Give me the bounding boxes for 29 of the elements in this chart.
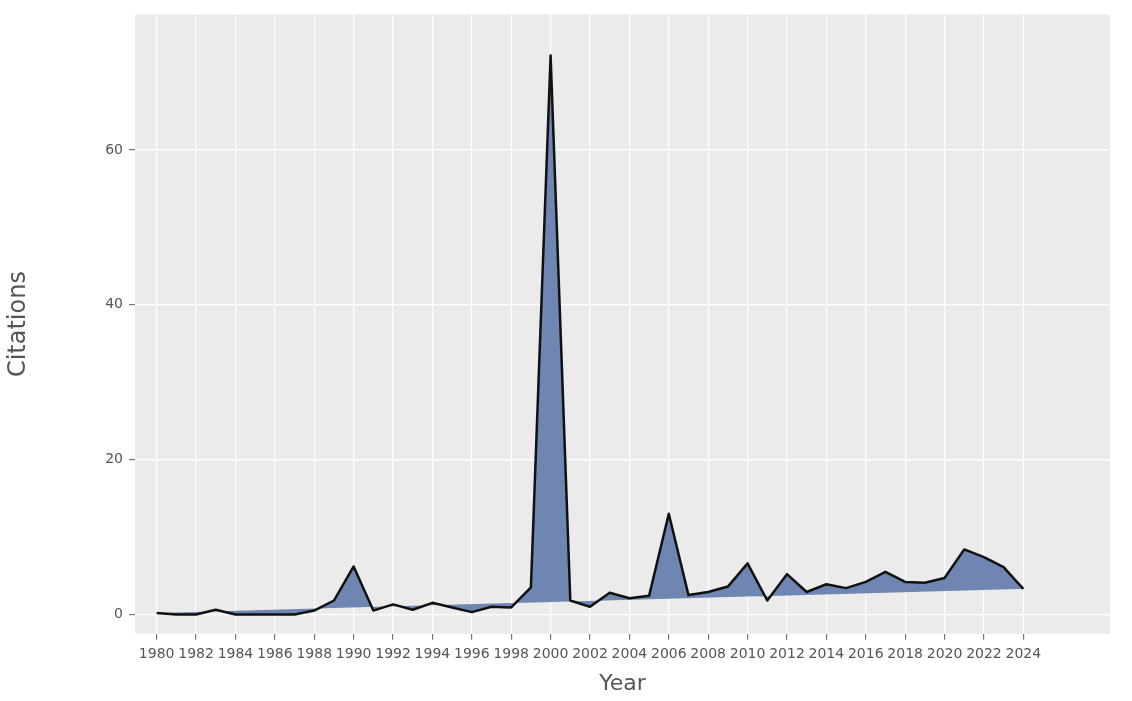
x-tick-label: 2020 xyxy=(926,644,963,661)
x-tick-label: 1982 xyxy=(178,644,214,661)
x-tick-label: 2014 xyxy=(808,644,845,661)
x-tick-label: 1988 xyxy=(296,644,333,661)
x-tick-label: 1990 xyxy=(335,644,372,661)
x-tick-label: 2024 xyxy=(1005,644,1042,661)
y-tick-label: 60 xyxy=(105,140,123,157)
x-tick-label: 1992 xyxy=(375,644,411,661)
x-tick-label: 2004 xyxy=(611,644,648,661)
x-tick-label: 1980 xyxy=(138,644,175,661)
x-axis-title: Year xyxy=(598,669,647,695)
x-tick-label: 2000 xyxy=(532,644,569,661)
y-tick-label: 40 xyxy=(105,295,123,312)
x-tick-label: 1984 xyxy=(217,644,254,661)
x-tick-label: 2006 xyxy=(650,644,687,661)
y-tick-label: 0 xyxy=(114,605,123,622)
x-tick-label: 2018 xyxy=(887,644,923,661)
x-tick-label: 2008 xyxy=(690,644,726,661)
y-tick-label: 20 xyxy=(105,450,123,467)
x-tick-label: 1996 xyxy=(454,644,490,661)
x-tick-label: 1998 xyxy=(493,644,530,661)
y-axis-title: Citations xyxy=(2,271,31,378)
x-tick-label: 2010 xyxy=(729,644,766,661)
x-tick-label: 2022 xyxy=(966,644,1002,661)
x-tick-label: 2012 xyxy=(769,644,805,661)
x-tick-label: 2002 xyxy=(572,644,608,661)
x-tick-label: 2016 xyxy=(847,644,884,661)
x-tick-label: 1994 xyxy=(414,644,451,661)
x-tick-label: 1986 xyxy=(257,644,293,661)
